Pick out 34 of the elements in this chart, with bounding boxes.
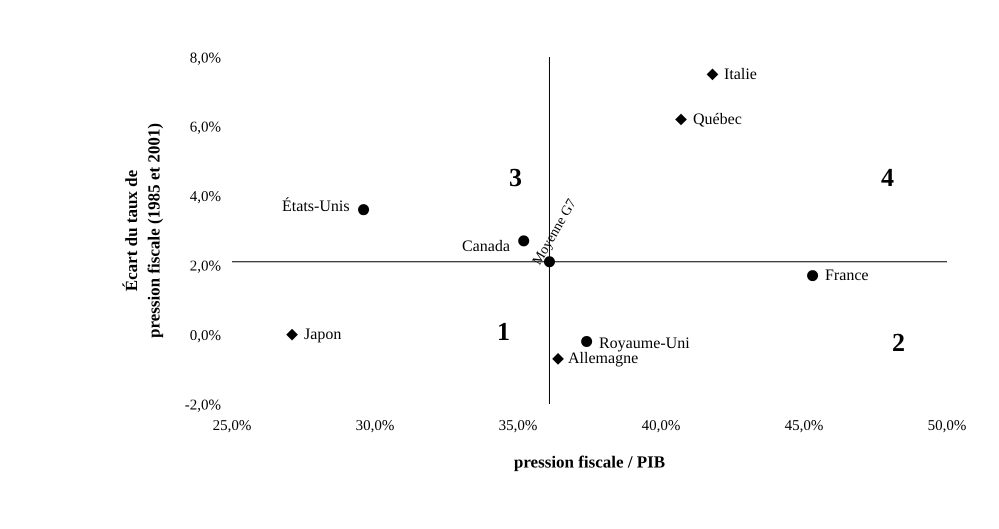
x-axis-title: pression fiscale / PIB [514, 452, 666, 472]
annotation: France [825, 267, 869, 284]
annotation: Canada [462, 238, 510, 255]
x-tick-label: 45,0% [784, 418, 824, 434]
x-tick-label: 35,0% [498, 418, 538, 434]
y-tick-label: 2,0% [190, 258, 221, 274]
x-tick-label: 30,0% [356, 418, 394, 434]
point [675, 114, 687, 126]
annotation: 4 [881, 163, 894, 192]
x-tick-label: 50,0% [928, 418, 966, 434]
x-tick-label: 25,0% [212, 418, 252, 434]
annotation: Québec [693, 111, 742, 128]
annotation: Italie [724, 66, 757, 83]
point [286, 328, 298, 340]
point [552, 353, 564, 365]
y-tick-label: 0,0% [190, 328, 221, 344]
y-tick-label: 6,0% [190, 120, 221, 136]
point [581, 336, 592, 348]
point [518, 235, 530, 246]
point [706, 68, 718, 80]
annotation: Allemagne [568, 350, 638, 367]
point [807, 270, 818, 282]
annotation: Royaume-Uni [599, 335, 690, 352]
annotation: 3 [509, 163, 522, 192]
annotation: États-Unis [282, 197, 350, 215]
y-axis-title: Écart du taux de pression fiscale (1985 et 2001) [122, 123, 164, 338]
annotation: Japon [304, 326, 342, 343]
y-tick-label: 4,0% [190, 189, 221, 206]
point [358, 204, 370, 216]
annotation: 1 [497, 317, 510, 346]
y-tick-label: -2,0% [184, 397, 221, 414]
annotation: 2 [892, 328, 905, 357]
y-tick-label: 8,0% [190, 50, 221, 66]
x-tick-label: 40,0% [642, 418, 680, 434]
